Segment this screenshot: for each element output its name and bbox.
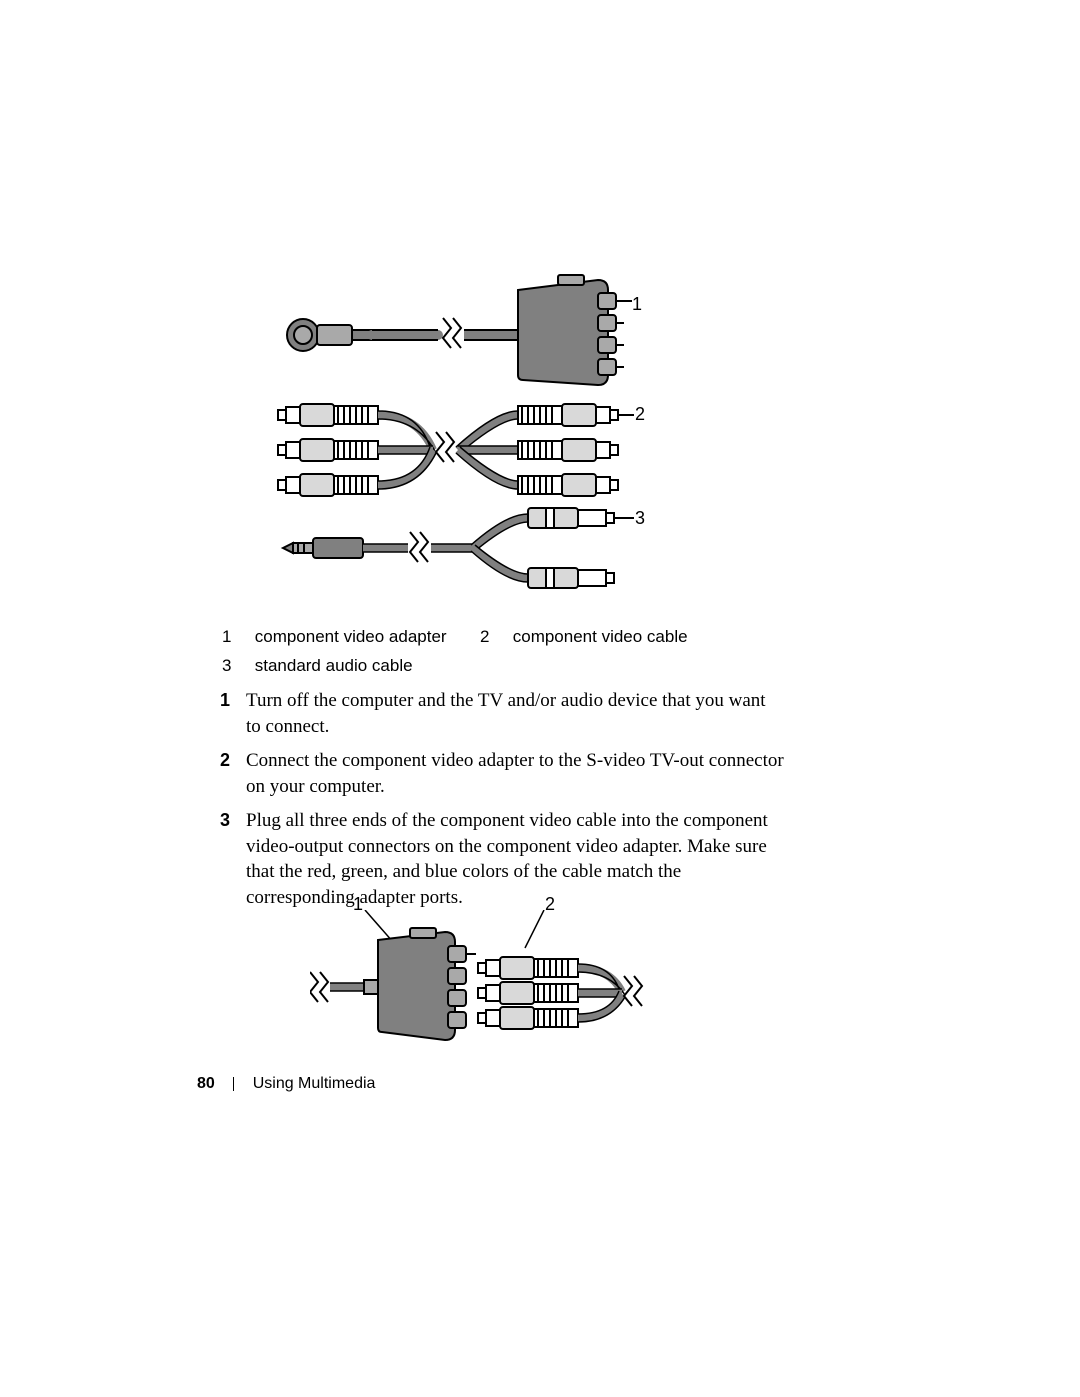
legend-num-1: 1 bbox=[222, 627, 250, 647]
callout-d2-1: 1 bbox=[353, 894, 363, 915]
legend-text-2: component video cable bbox=[513, 627, 688, 647]
callout-3: 3 bbox=[635, 508, 645, 529]
page-footer: 80 Using Multimedia bbox=[197, 1075, 375, 1093]
footer-section: Using Multimedia bbox=[253, 1075, 376, 1092]
page: 1 2 3 1 component video adapter 2 compon… bbox=[0, 0, 1080, 1397]
step-1: 1 Turn off the computer and the TV and/o… bbox=[220, 688, 780, 739]
callout-1: 1 bbox=[632, 294, 642, 315]
callout-d2-2: 2 bbox=[545, 894, 555, 915]
step-1-num: 1 bbox=[220, 688, 230, 712]
diagram-cables-top bbox=[268, 260, 668, 600]
legend-num-3: 3 bbox=[222, 656, 250, 676]
legend-row-1: 1 component video adapter bbox=[222, 627, 447, 647]
legend-text-3: standard audio cable bbox=[255, 656, 413, 676]
step-2-num: 2 bbox=[220, 748, 230, 772]
legend-num-2: 2 bbox=[480, 627, 508, 647]
step-3-num: 3 bbox=[220, 808, 230, 832]
step-2-text: Connect the component video adapter to t… bbox=[246, 748, 800, 799]
footer-separator bbox=[233, 1077, 234, 1091]
legend-row-2: 2 component video cable bbox=[480, 627, 688, 647]
step-3-text: Plug all three ends of the component vid… bbox=[246, 808, 790, 911]
step-2: 2 Connect the component video adapter to… bbox=[220, 748, 800, 799]
diagram-cables-bottom bbox=[310, 910, 650, 1050]
step-1-text: Turn off the computer and the TV and/or … bbox=[246, 688, 780, 739]
step-3: 3 Plug all three ends of the component v… bbox=[220, 808, 790, 911]
callout-2: 2 bbox=[635, 404, 645, 425]
legend-row-3: 3 standard audio cable bbox=[222, 656, 413, 676]
legend-text-1: component video adapter bbox=[255, 627, 447, 647]
page-number: 80 bbox=[197, 1075, 215, 1092]
